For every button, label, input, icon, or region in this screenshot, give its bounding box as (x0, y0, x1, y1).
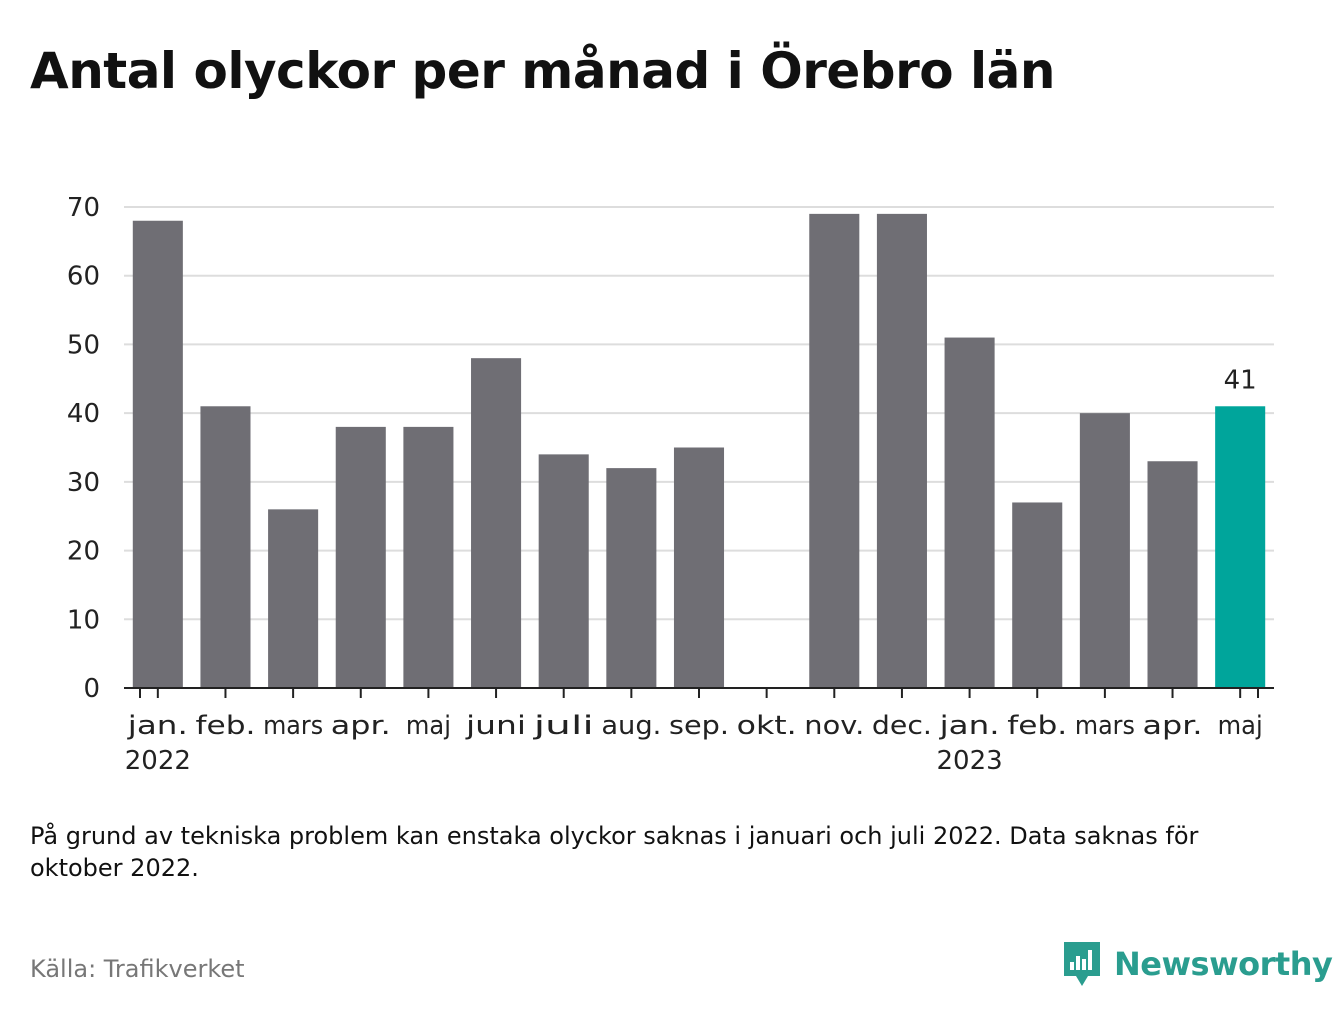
chart-note: På grund av tekniska problem kan enstaka… (30, 822, 1199, 882)
y-tick-label: 30 (67, 468, 100, 498)
bar (1215, 406, 1266, 688)
x-tick-label: okt. (737, 711, 797, 741)
x-tick-label: juli (532, 711, 594, 741)
y-tick-label: 40 (67, 399, 100, 429)
bar (538, 454, 589, 688)
x-tick-label: maj (406, 711, 451, 741)
bar (268, 509, 319, 688)
x-tick-label: feb. (1007, 711, 1067, 741)
bar (471, 358, 522, 688)
x-tick-label: apr. (331, 711, 391, 741)
x-tick-label: dec. (872, 711, 932, 741)
x-tick-label: feb. (195, 711, 255, 741)
bar (335, 426, 386, 688)
bar (1147, 461, 1198, 688)
x-tick-label: jan. (127, 711, 188, 741)
bar (673, 447, 725, 688)
x-tick-label: maj (1218, 711, 1263, 741)
y-tick-label: 50 (67, 330, 100, 360)
year-label: 2022 (125, 746, 191, 776)
y-tick-label: 70 (67, 193, 100, 223)
bar (876, 213, 927, 688)
y-tick-label: 10 (67, 605, 100, 635)
y-tick-label: 0 (83, 674, 100, 704)
bar (1079, 413, 1130, 688)
newsworthy-logo-icon (1064, 942, 1100, 986)
bar (403, 426, 454, 688)
x-tick-label: sep. (669, 711, 729, 741)
source-text: Källa: Trafikverket (30, 955, 245, 983)
chart-title: Antal olyckor per månad i Örebro län (30, 42, 1055, 100)
bar (944, 337, 995, 688)
brand-name: Newsworthy (1114, 945, 1333, 983)
x-tick-label: jan. (938, 711, 999, 741)
data-label: 41 (1224, 365, 1257, 395)
x-tick-label: apr. (1143, 711, 1203, 741)
y-tick-label: 20 (67, 537, 100, 567)
bar (809, 213, 860, 688)
x-tick-label: mars (263, 711, 323, 741)
brand-logo: Newsworthy (1062, 940, 1333, 988)
bar (132, 220, 183, 688)
bar (606, 468, 657, 688)
bar (200, 406, 251, 688)
x-tick-label: nov. (804, 711, 864, 741)
year-label: 2023 (937, 746, 1003, 776)
y-tick-label: 60 (67, 262, 100, 292)
x-tick-label: juni (465, 711, 526, 741)
bar (1012, 502, 1063, 688)
x-tick-label: mars (1075, 711, 1135, 741)
x-tick-label: aug. (601, 711, 661, 741)
